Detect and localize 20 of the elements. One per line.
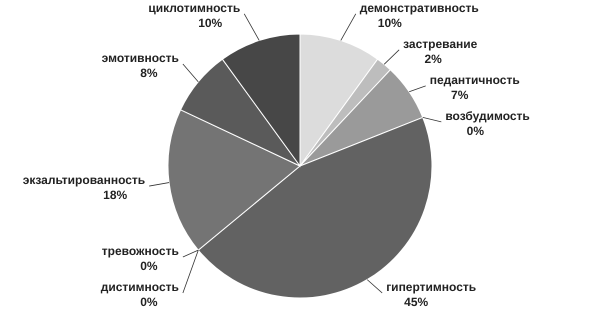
data-label: 10% (378, 16, 402, 30)
category-label: тревожность (102, 244, 179, 258)
data-label: 7% (451, 88, 469, 102)
data-label: 2% (424, 52, 442, 66)
data-label: 10% (198, 16, 223, 30)
slice-label: экзальтированность (22, 173, 146, 188)
slice-label: гипертимность (386, 280, 476, 294)
slice-label: демонстративность (360, 0, 479, 15)
text: 0% (466, 124, 484, 138)
data-label: 8% (140, 66, 158, 80)
text: 0% (140, 259, 158, 273)
data-label: 45% (404, 295, 429, 309)
slice-label: циклотимность (148, 0, 240, 15)
slice-label: педантичность (430, 72, 520, 87)
slice-label: эмотивность (102, 51, 179, 66)
category-label: дистимность (100, 280, 179, 294)
text: 0% (140, 295, 158, 309)
data-label: 18% (103, 188, 128, 202)
legend-label: возбудимость (445, 108, 530, 123)
slice-label: застревание (403, 36, 478, 51)
